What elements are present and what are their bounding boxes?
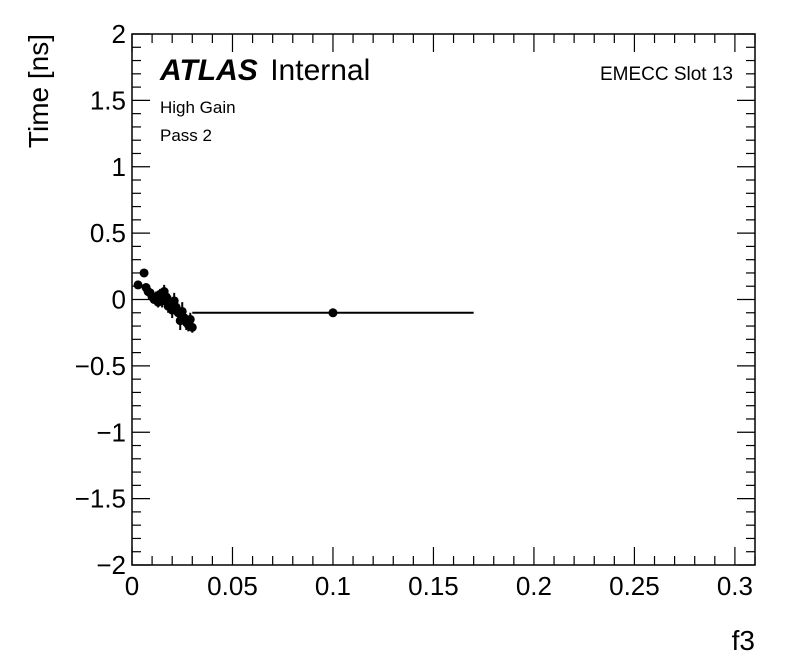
slot-label: EMECC Slot 13 <box>600 64 733 85</box>
y-tick-label: −2 <box>96 550 126 580</box>
data-point <box>133 280 143 290</box>
y-axis-ticks <box>132 33 755 566</box>
y-tick-label: 2 <box>112 19 126 49</box>
y-tick-label: −0.5 <box>75 351 126 381</box>
x-tick-label: 0 <box>125 571 139 601</box>
atlas-internal-text: Internal <box>270 54 370 87</box>
point-marker <box>161 292 171 302</box>
data-point <box>139 268 149 278</box>
x-axis-tick-labels: 0 0.05 0.1 0.15 0.2 0.25 0.3 <box>125 571 753 601</box>
y-tick-label: −1 <box>96 417 126 447</box>
x-tick-label: 0.1 <box>315 571 351 601</box>
y-tick-label: 1 <box>112 152 126 182</box>
pass-label: Pass 2 <box>160 126 212 145</box>
x-axis-ticks <box>131 34 756 565</box>
y-tick-label: 0 <box>112 285 126 315</box>
gain-label: High Gain <box>160 98 236 117</box>
data-point <box>192 308 474 318</box>
x-tick-label: 0.2 <box>516 571 552 601</box>
x-tick-label: 0.3 <box>717 571 753 601</box>
y-axis-title: Time [ns] <box>23 34 54 148</box>
y-tick-label: −1.5 <box>75 484 126 514</box>
atlas-bold-text: ATLAS <box>159 54 258 87</box>
y-axis-tick-labels: −2 −1.5 −1 −0.5 0 0.5 1 1.5 2 <box>75 19 126 580</box>
point-marker <box>187 322 197 332</box>
x-tick-label: 0.15 <box>408 571 459 601</box>
x-tick-label: 0.05 <box>207 571 258 601</box>
x-tick-label: 0.25 <box>609 571 660 601</box>
point-marker <box>185 314 195 324</box>
y-tick-label: 0.5 <box>90 218 126 248</box>
data-point <box>187 322 197 333</box>
point-marker <box>139 268 149 278</box>
data-point <box>161 290 171 304</box>
point-marker <box>328 308 338 318</box>
atlas-label: ATLAS Internal <box>159 54 370 87</box>
point-marker <box>133 280 143 290</box>
x-axis-title: f3 <box>732 625 755 656</box>
data-points <box>133 268 474 333</box>
y-tick-label: 1.5 <box>90 85 126 115</box>
